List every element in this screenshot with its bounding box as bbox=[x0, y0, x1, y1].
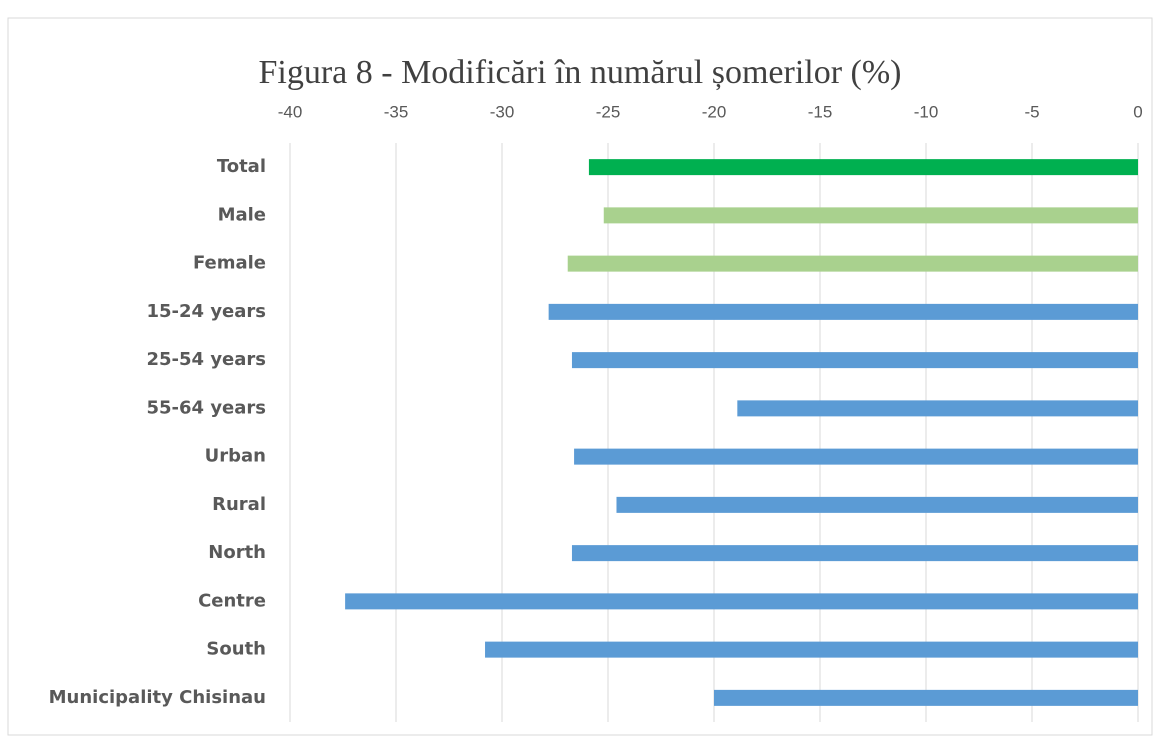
x-tick-label: -40 bbox=[278, 102, 303, 121]
bar bbox=[616, 496, 1138, 513]
x-tick-label: 0 bbox=[1133, 102, 1142, 121]
bar bbox=[567, 255, 1138, 272]
y-tick-label: Male bbox=[218, 204, 266, 225]
y-tick-label: Urban bbox=[205, 446, 266, 467]
chart-border bbox=[7, 17, 1153, 736]
x-tick-label: -15 bbox=[808, 102, 833, 121]
bar bbox=[574, 448, 1138, 465]
bar bbox=[737, 400, 1138, 417]
y-tick-label: Rural bbox=[212, 494, 266, 515]
bar bbox=[571, 352, 1138, 369]
bar bbox=[571, 545, 1138, 562]
y-tick-label: 15-24 years bbox=[146, 301, 266, 322]
y-tick-label: Municipality Chisinau bbox=[49, 687, 266, 708]
x-tick-label: -5 bbox=[1024, 102, 1039, 121]
bar bbox=[345, 593, 1138, 610]
x-tick-label: -25 bbox=[596, 102, 621, 121]
y-tick-label: North bbox=[208, 542, 266, 563]
x-tick-label: -30 bbox=[490, 102, 515, 121]
x-tick-label: -35 bbox=[384, 102, 409, 121]
bar bbox=[603, 207, 1138, 224]
bar bbox=[485, 641, 1138, 658]
y-tick-label: Female bbox=[193, 253, 266, 274]
x-tick-label: -20 bbox=[702, 102, 727, 121]
y-tick-label: Centre bbox=[198, 590, 266, 611]
bar bbox=[548, 303, 1138, 320]
chart-title: Figura 8 - Modificări în numărul șomeril… bbox=[258, 54, 901, 91]
y-tick-label: 55-64 years bbox=[146, 397, 266, 418]
y-tick-label: 25-54 years bbox=[146, 349, 266, 370]
bar bbox=[714, 689, 1138, 706]
y-tick-label: Total bbox=[217, 156, 266, 177]
bar bbox=[588, 159, 1138, 176]
x-tick-label: -10 bbox=[914, 102, 939, 121]
y-tick-label: South bbox=[206, 639, 266, 660]
